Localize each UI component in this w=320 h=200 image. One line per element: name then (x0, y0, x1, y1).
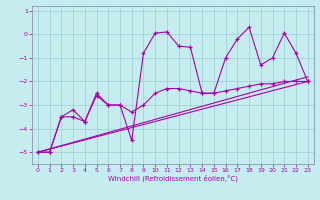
X-axis label: Windchill (Refroidissement éolien,°C): Windchill (Refroidissement éolien,°C) (108, 175, 238, 182)
